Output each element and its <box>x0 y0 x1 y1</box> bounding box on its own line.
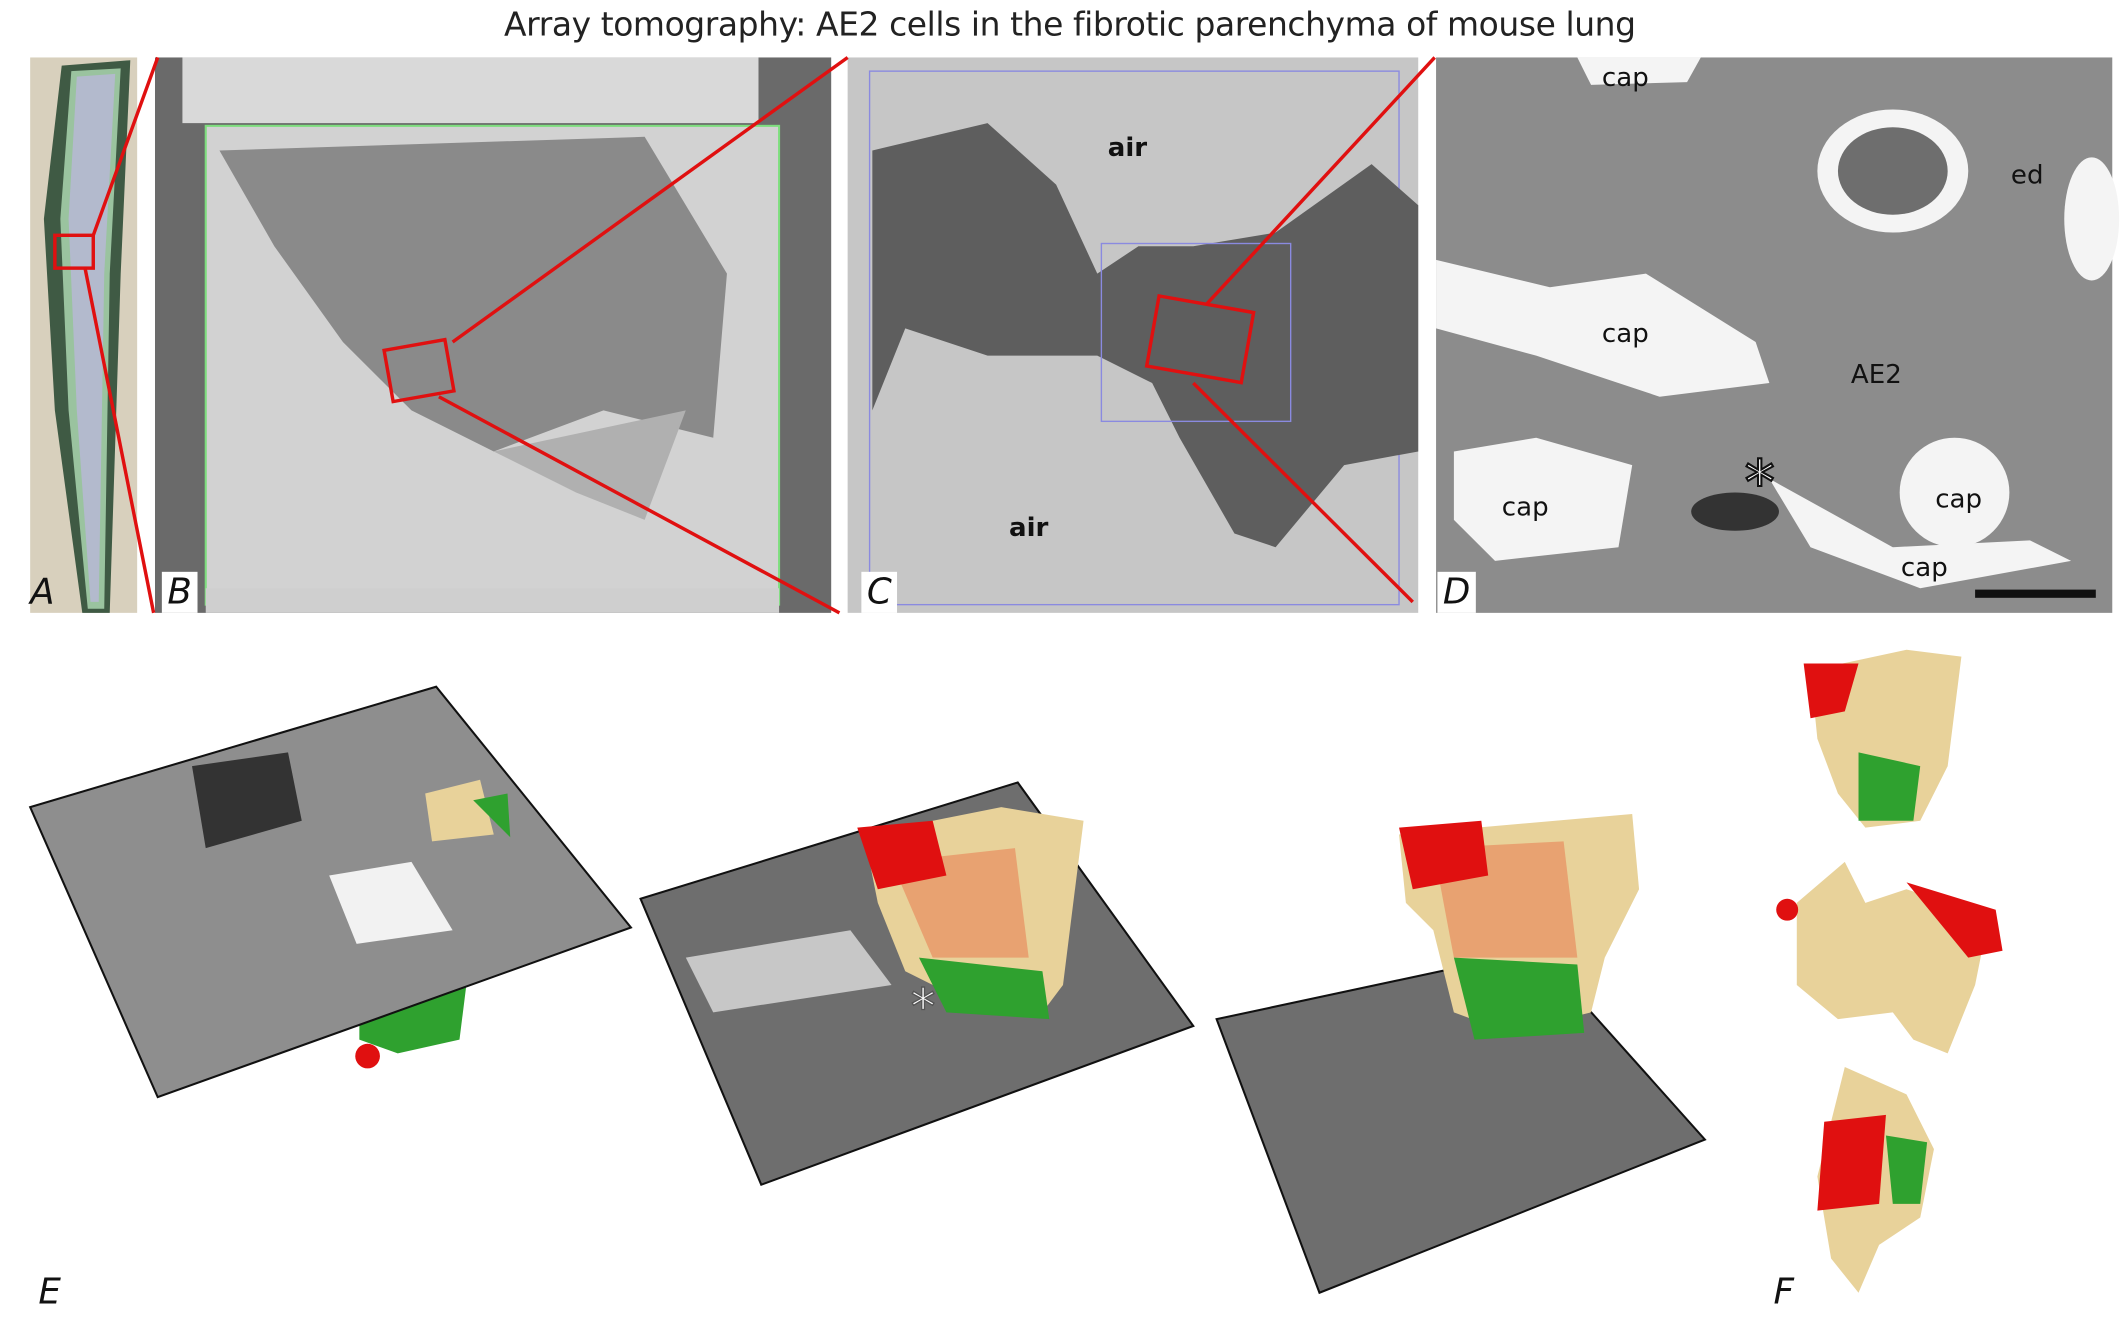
annotation-air-top: air <box>1108 133 1148 163</box>
scale-bar <box>1975 589 2096 598</box>
annotation-cap: cap <box>1935 485 1982 515</box>
figure-title: Array tomography: AE2 cells in the fibro… <box>504 5 1636 44</box>
panel-e-plate-2: * <box>639 781 1195 1186</box>
panel-b-image <box>154 57 832 613</box>
panel-label-b: B <box>161 571 198 613</box>
annotation-cap: cap <box>1901 553 1948 583</box>
asterisk-marker-3d: * <box>911 977 936 1035</box>
annotation-ae2: AE2 <box>1851 360 1902 390</box>
panel-label-a: A <box>30 571 55 613</box>
panel-label-e: E <box>38 1272 61 1314</box>
zoom-lines <box>83 56 1436 615</box>
panel-c-image: air air <box>847 57 1419 613</box>
annotation-air-bottom: air <box>1009 513 1049 543</box>
panel-f-cell-view-1 <box>1803 649 1962 828</box>
panel-f-cell-view-2 <box>1776 861 2003 1054</box>
panel-f-cell-view-3 <box>1817 1067 1934 1293</box>
annotation-ed: ed <box>2011 160 2044 190</box>
panel-d-image: cap ed cap AE2 cap cap cap * <box>1436 57 2120 613</box>
asterisk-marker: * <box>1745 448 1775 518</box>
annotation-cap: cap <box>1602 63 1649 93</box>
panel-a-image <box>30 57 138 613</box>
annotation-cap: cap <box>1502 493 1549 523</box>
panel-label-d: D <box>1437 571 1476 613</box>
panel-e-plate-1 <box>28 685 633 1099</box>
panel-label-c: C <box>861 571 898 613</box>
panel-label-f: F <box>1773 1272 1795 1314</box>
panel-e-plate-3 <box>1215 813 1707 1295</box>
annotation-cap: cap <box>1602 319 1649 349</box>
